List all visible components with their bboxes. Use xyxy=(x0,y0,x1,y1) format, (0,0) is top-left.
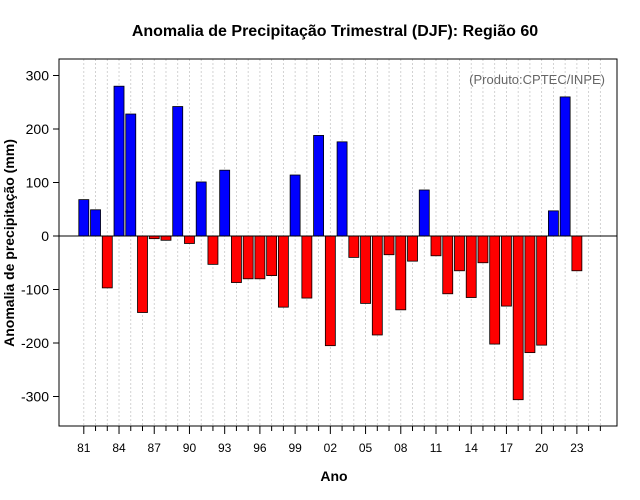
x-tick-label: 90 xyxy=(183,441,197,455)
bar-1985 xyxy=(125,113,137,237)
bar-1989 xyxy=(172,106,184,237)
x-tick-label: 02 xyxy=(324,441,338,455)
y-tick-label: 100 xyxy=(26,175,50,191)
bar-2014 xyxy=(465,235,477,298)
bar-2006 xyxy=(371,235,383,336)
bar-1997 xyxy=(266,235,278,276)
bar-1995 xyxy=(242,235,254,280)
y-axis-title: Anomalia de precipitação (mm) xyxy=(1,139,17,347)
x-tick-label: 23 xyxy=(570,441,584,455)
bar-1988 xyxy=(160,235,172,241)
bar-2016 xyxy=(489,235,501,345)
bar-2001 xyxy=(313,135,325,237)
bar-2021 xyxy=(548,210,559,237)
x-tick-label: 93 xyxy=(218,441,232,455)
bar-1982 xyxy=(90,209,101,237)
bars-layer xyxy=(78,85,583,401)
bar-1998 xyxy=(277,235,289,308)
bar-2007 xyxy=(383,235,395,256)
x-tick-label: 11 xyxy=(430,441,443,455)
bar-2009 xyxy=(407,235,418,262)
bar-1984 xyxy=(113,85,125,237)
y-tick-label: -100 xyxy=(21,282,49,298)
x-tick-label: 08 xyxy=(394,441,408,455)
y-tick-label: -300 xyxy=(21,389,49,405)
y-tick-label: 200 xyxy=(26,121,50,137)
bar-2000 xyxy=(301,235,313,299)
bar-2004 xyxy=(348,235,360,258)
bar-2008 xyxy=(395,235,407,311)
bar-2013 xyxy=(454,235,465,272)
bar-1996 xyxy=(254,235,266,280)
bar-1991 xyxy=(195,181,207,237)
bar-2012 xyxy=(442,235,454,295)
bar-2022 xyxy=(559,96,571,237)
x-tick-label: 14 xyxy=(465,441,479,455)
x-tick-label: 99 xyxy=(288,441,302,455)
y-tick-label: 300 xyxy=(26,68,50,84)
bar-1986 xyxy=(137,235,148,313)
x-tick-label: 81 xyxy=(77,441,91,455)
x-tick-label: 05 xyxy=(359,441,373,455)
bar-2011 xyxy=(430,235,442,257)
bar-2002 xyxy=(324,235,336,347)
bar-1983 xyxy=(101,235,113,289)
y-axis: -300 -200 -100 0 100 200 300 xyxy=(21,68,59,405)
bar-1994 xyxy=(231,235,242,283)
x-tick-label: 87 xyxy=(148,441,162,455)
x-tick-label: 17 xyxy=(500,441,514,455)
y-tick-label: -200 xyxy=(21,335,49,351)
x-tick-label: 84 xyxy=(112,441,126,455)
bar-2019 xyxy=(524,235,536,354)
bar-2017 xyxy=(501,235,512,307)
bar-2018 xyxy=(512,235,524,401)
bar-1993 xyxy=(219,169,231,237)
bar-1999 xyxy=(289,174,301,237)
bar-2005 xyxy=(360,235,371,304)
x-axis-title: Ano xyxy=(320,468,347,484)
bar-2023 xyxy=(571,235,583,272)
bar-2003 xyxy=(336,141,348,237)
y-tick-label: 0 xyxy=(41,228,49,244)
watermark: (Produto:CPTEC/INPE) xyxy=(469,72,605,87)
x-tick-label: 96 xyxy=(253,441,267,455)
bar-1981 xyxy=(78,199,90,237)
bar-2020 xyxy=(536,235,548,346)
bar-2010 xyxy=(418,189,430,237)
bar-1992 xyxy=(207,235,219,265)
bar-1990 xyxy=(184,235,195,244)
x-axis: 81 84 87 90 93 96 99 02 05 08 11 14 17 20 23 xyxy=(77,426,601,455)
chart-title: Anomalia de Precipitação Trimestral (DJF… xyxy=(132,23,538,40)
plot-frame xyxy=(58,58,618,427)
x-tick-label: 20 xyxy=(535,441,549,455)
bar-2015 xyxy=(477,235,489,264)
